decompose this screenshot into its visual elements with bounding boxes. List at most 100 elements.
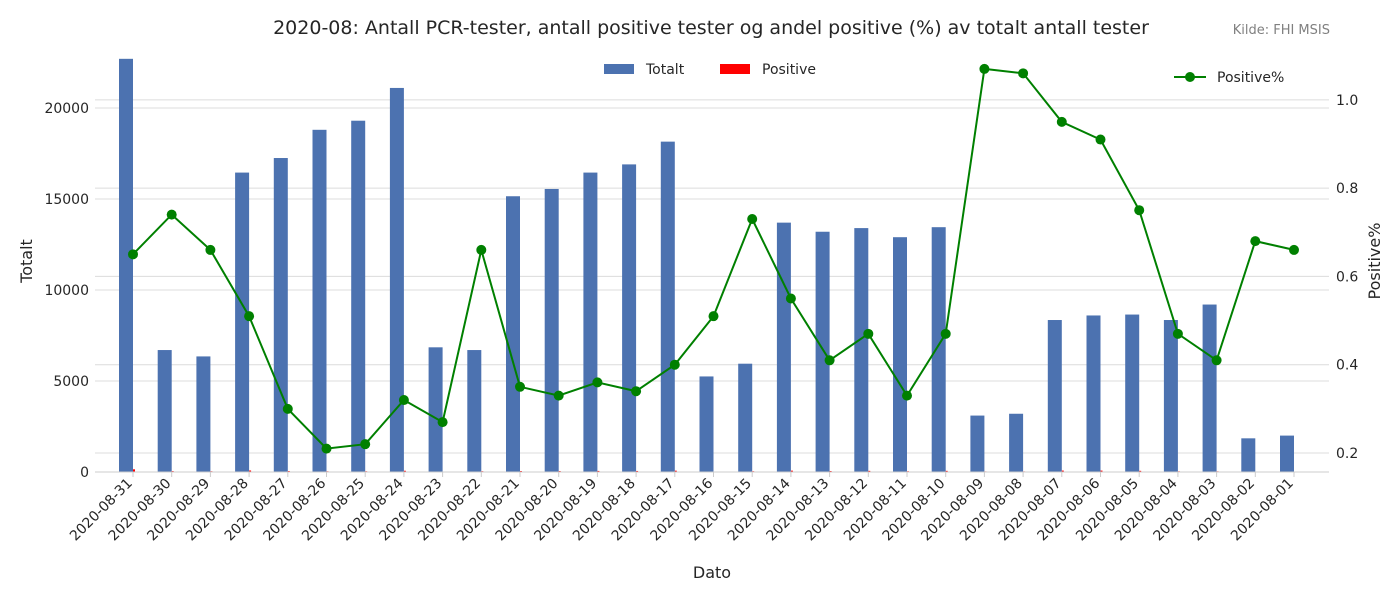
positive-percent-point (321, 443, 332, 454)
right-tick-label: 0.2 (1336, 446, 1358, 462)
positive-percent-point (979, 63, 990, 74)
bar-totalt (893, 237, 907, 472)
bar-totalt (1241, 438, 1256, 472)
source-note: Kilde: FHI MSIS (1233, 23, 1330, 38)
bar-positive (674, 470, 677, 472)
positive-percent-point (824, 355, 835, 366)
bar-totalt (738, 363, 753, 472)
positive-percent-line-group (128, 63, 1299, 454)
x-tick-labels: 2020-08-312020-08-302020-08-292020-08-28… (67, 472, 1297, 544)
positive-percent-point (863, 328, 874, 339)
positive-percent-point (708, 311, 719, 322)
bar-totalt (119, 58, 133, 472)
positive-percent-point (902, 390, 912, 401)
legend-swatch-positive (720, 64, 750, 74)
positive-percent-point (437, 417, 448, 428)
legend-marker-positive-percent (1185, 72, 1195, 82)
bar-totalt (854, 228, 869, 472)
bar-totalt (776, 222, 791, 472)
bar-totalt (312, 129, 327, 473)
bar-totalt (970, 415, 985, 472)
bar-totalt (1125, 314, 1140, 472)
bar-totalt (428, 347, 443, 472)
positive-percent-point (128, 249, 138, 260)
legend-label-positive-percent: Positive% (1217, 70, 1284, 86)
right-tick-label: 0.8 (1336, 181, 1358, 197)
positive-percent-point (785, 293, 796, 304)
bar-totalt (699, 376, 714, 472)
legend-swatch-totalt (604, 64, 634, 74)
bar-totalt (660, 141, 675, 472)
bars-group (119, 58, 1296, 473)
y-axis-label: Totalt (17, 239, 36, 284)
positive-percent-point (1056, 116, 1067, 127)
bar-positive (249, 470, 252, 472)
right-tick-label: 0.4 (1336, 358, 1358, 374)
bar-positive (597, 470, 600, 472)
right-tick-label: 0.6 (1336, 269, 1358, 285)
positive-percent-point (476, 244, 487, 255)
bar-positive (868, 470, 871, 472)
bar-totalt (622, 164, 637, 472)
bar-totalt (1163, 320, 1178, 472)
line-legend: Positive% (1174, 70, 1284, 86)
positive-percent-point (669, 359, 680, 370)
positive-percent-point (1289, 244, 1299, 255)
bar-totalt (389, 87, 404, 472)
bar-totalt (1009, 413, 1024, 472)
bar-positive (1061, 470, 1064, 472)
positive-percent-point (1095, 134, 1106, 145)
bar-totalt (506, 196, 520, 473)
positive-percent-point (1172, 328, 1183, 339)
y2-axis-label: Positive% (1365, 223, 1384, 300)
left-tick-label: 10000 (44, 283, 89, 299)
positive-percent-point (631, 386, 642, 397)
positive-percent-point (244, 311, 255, 322)
positive-percent-point (553, 390, 564, 401)
bar-positive (790, 470, 793, 472)
left-tick-label: 20000 (44, 101, 89, 117)
positive-percent-point (592, 377, 603, 388)
bar-totalt (351, 120, 366, 472)
bar-totalt (273, 158, 288, 473)
positive-percent-point (1134, 205, 1145, 216)
bar-positive (1139, 470, 1142, 472)
bar-totalt (931, 227, 946, 472)
right-tick-labels: 0.2 0.4 0.6 0.8 1.0 (1336, 93, 1358, 462)
chart-title: 2020-08: Antall PCR-tester, antall posit… (273, 17, 1149, 39)
positive-percent-point (360, 439, 371, 450)
legend-label-totalt: Totalt (645, 62, 685, 78)
positive-percent-point (940, 328, 951, 339)
positive-percent-point (282, 403, 293, 414)
bar-positive (1100, 470, 1103, 472)
positive-percent-point (515, 381, 525, 392)
bar-positive (133, 469, 135, 472)
bar-totalt (157, 350, 172, 472)
positive-percent-point (1018, 68, 1029, 79)
left-tick-label: 15000 (44, 192, 89, 208)
positive-percent-point (398, 395, 409, 406)
bar-totalt (815, 231, 830, 472)
bar-totalt (1047, 320, 1062, 472)
bar-positive (945, 470, 948, 472)
x-axis-label: Dato (693, 563, 731, 582)
bar-positive (403, 470, 406, 472)
bar-positive (636, 470, 639, 472)
bar-totalt (1202, 304, 1217, 472)
positive-percent-point (747, 214, 758, 225)
bar-totalt (1280, 435, 1294, 472)
legend-label-positive: Positive (762, 62, 816, 78)
bar-legend: Totalt Positive (604, 62, 816, 78)
bar-totalt (196, 356, 211, 472)
bar-totalt (583, 172, 598, 472)
right-tick-label: 1.0 (1336, 93, 1358, 109)
positive-percent-point (166, 209, 177, 220)
bar-totalt (467, 350, 482, 472)
left-tick-label: 0 (80, 465, 89, 481)
left-tick-label: 5000 (53, 374, 89, 390)
bar-totalt (544, 188, 559, 473)
left-tick-labels: 0 5000 10000 15000 20000 (44, 101, 89, 481)
bar-totalt (1086, 315, 1101, 472)
